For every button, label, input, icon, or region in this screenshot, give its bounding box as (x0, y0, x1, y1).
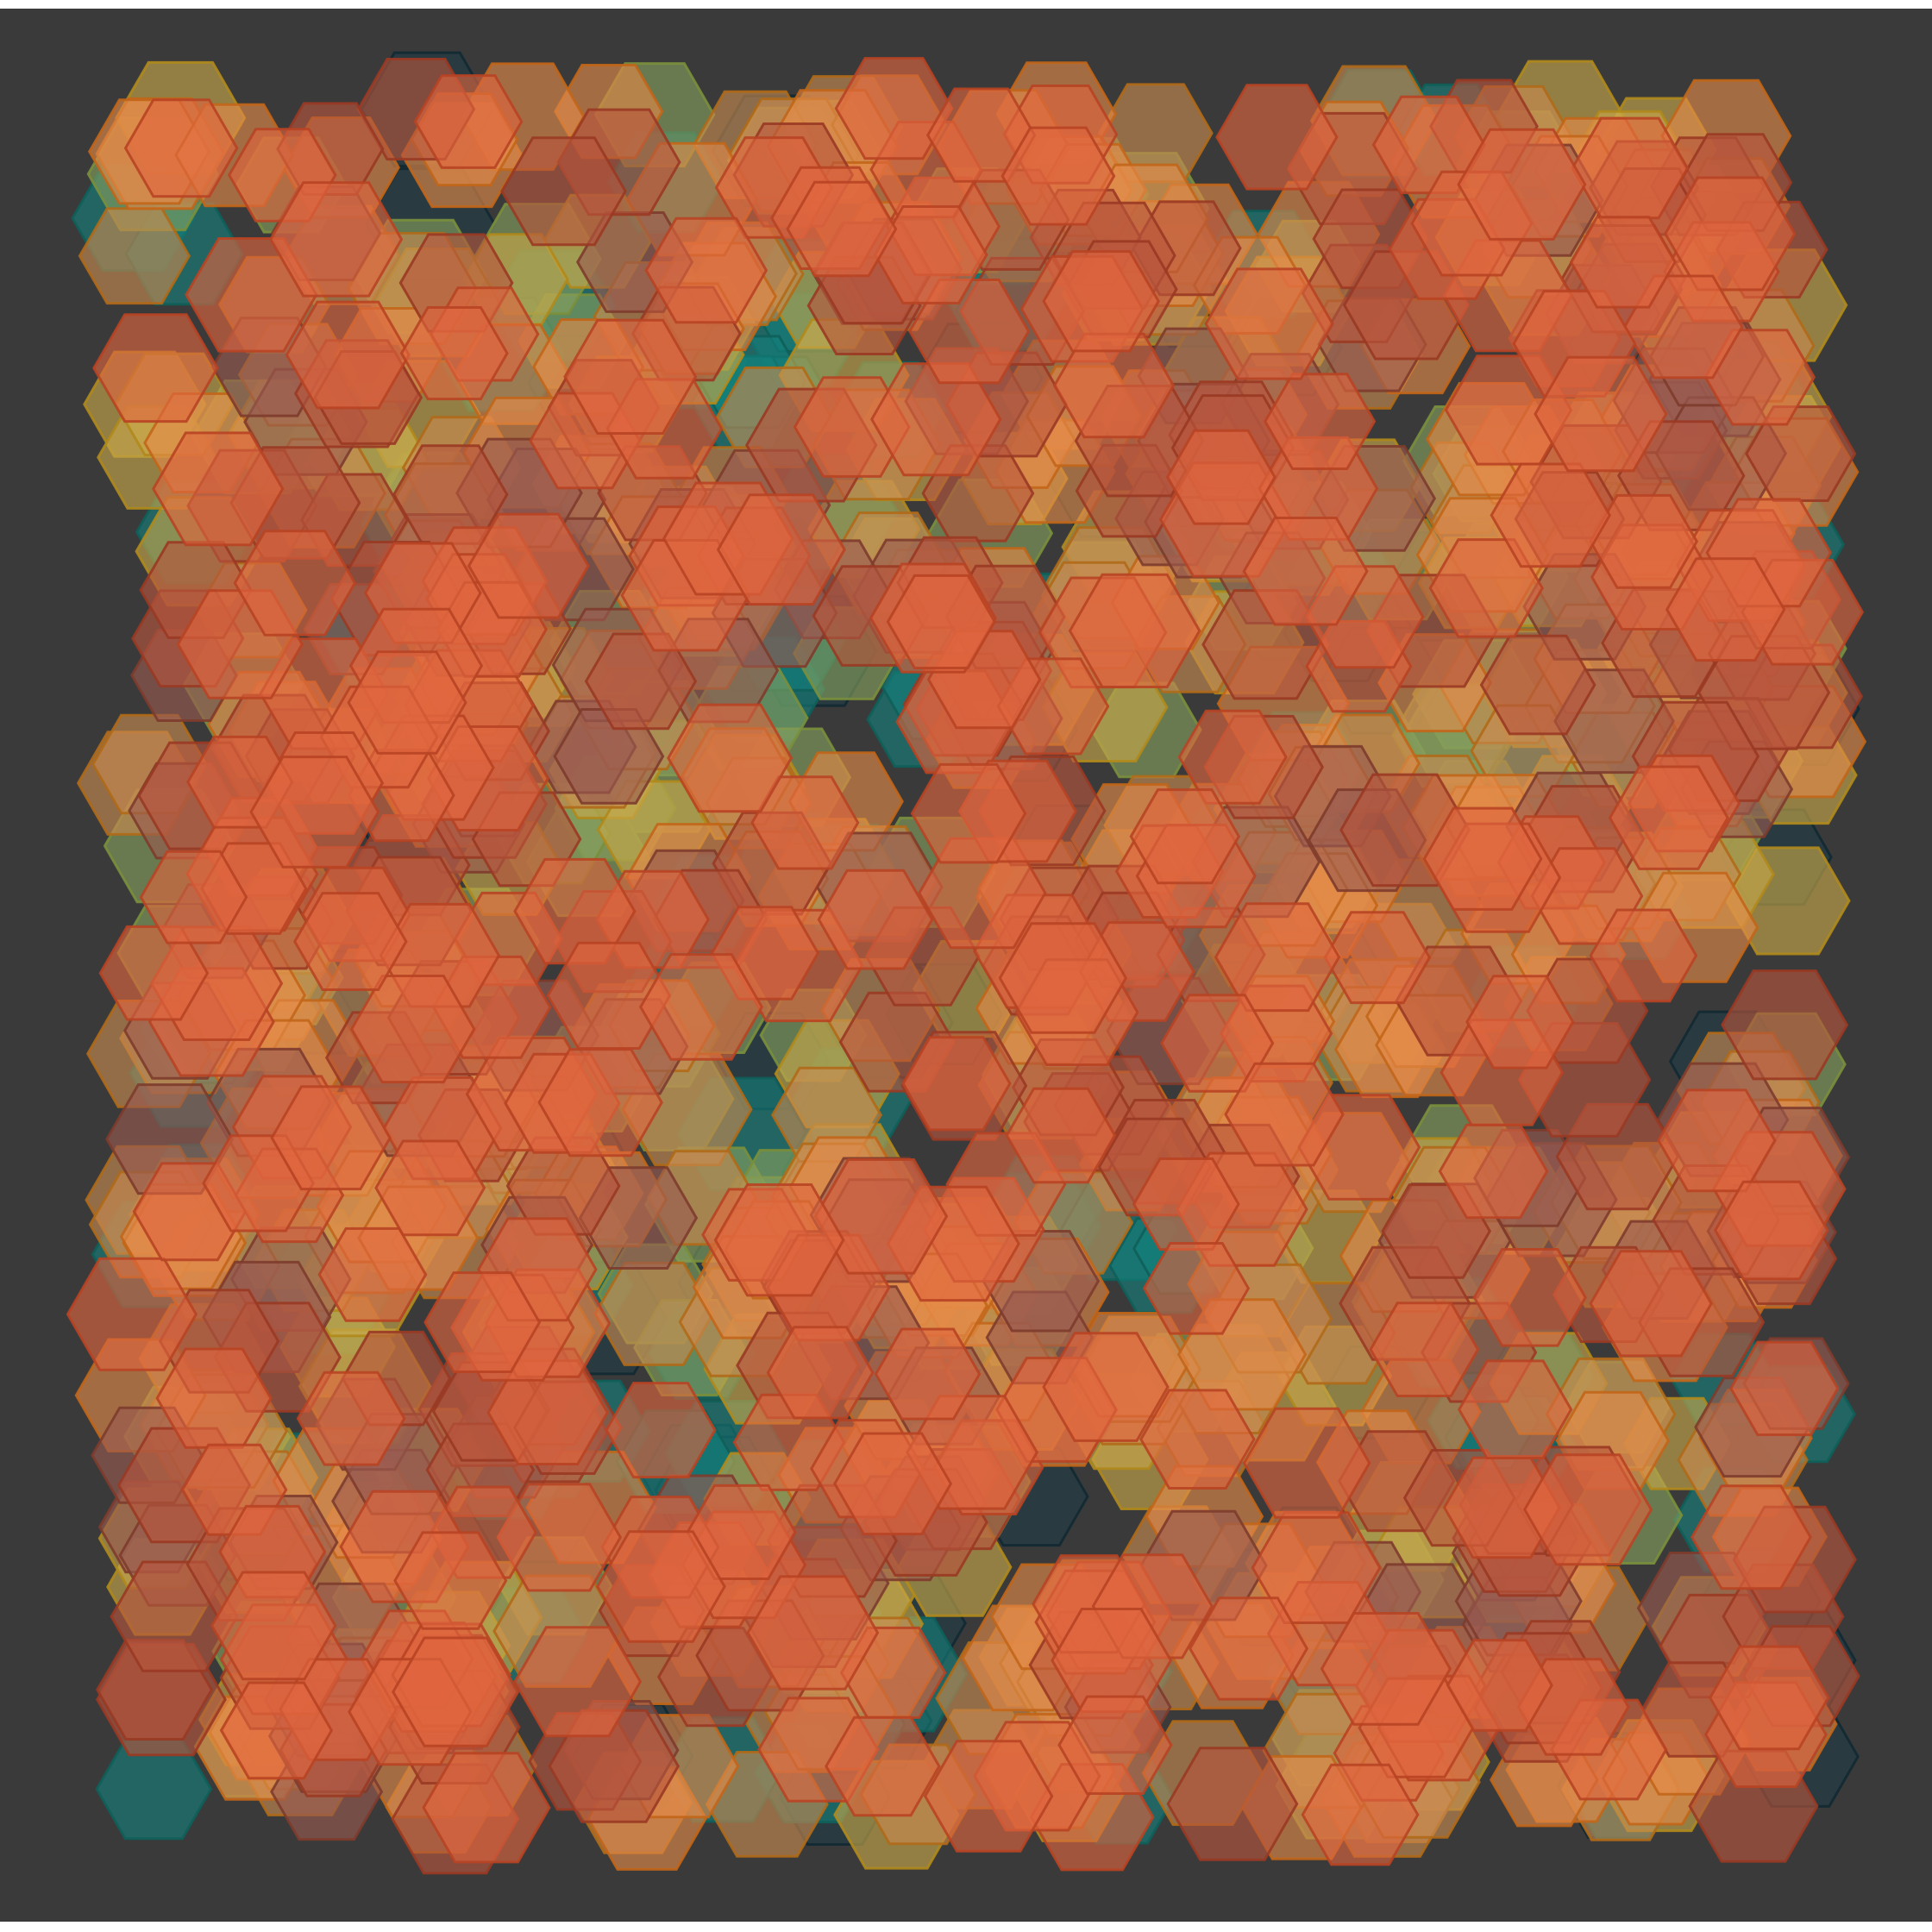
hexagon-coral (786, 180, 898, 278)
hexagon-coral (910, 762, 1027, 864)
hexagon-coral (347, 650, 467, 755)
hexagon-coral (1000, 126, 1116, 226)
hexagon-coral (92, 313, 219, 423)
hexagon-coral (1215, 84, 1339, 191)
hexagon-coral (349, 975, 476, 1084)
hexagon-coral (901, 1036, 1012, 1132)
hexagon-coral (766, 1326, 875, 1420)
hexagon-coral (1264, 373, 1377, 470)
hexagon-coral (1472, 1248, 1587, 1347)
hexagon-coral (713, 1183, 845, 1297)
hexagon-coral (1188, 1596, 1309, 1701)
hexagon-brick (1745, 405, 1857, 502)
hexagon-coral (1005, 1087, 1117, 1184)
hexagon-coral (537, 1048, 663, 1157)
hexagon-coral (1465, 975, 1575, 1070)
hexagon-coral (605, 1382, 717, 1479)
hexagon-coral (249, 756, 380, 869)
hexagon-coral (746, 1575, 880, 1690)
hexagon-coral (219, 1681, 334, 1780)
hexagon-coral (1589, 1250, 1713, 1358)
hexagon-brick (1166, 1747, 1299, 1861)
hexagon-coral (1714, 1180, 1829, 1281)
hexagon-coral (1589, 908, 1698, 1003)
hexagon-coral (413, 74, 524, 169)
hexagon-coral (834, 57, 954, 160)
hexagon-coral (1369, 1302, 1480, 1397)
hexagon-coral (1665, 557, 1786, 662)
hexagon-coral (1142, 1242, 1251, 1335)
hexagon-coral (233, 530, 357, 637)
hexagon-coral (1708, 1645, 1830, 1751)
hexagon-coral (825, 1716, 941, 1817)
hexagon-coral (1057, 1695, 1173, 1795)
hexagon-coral (1165, 429, 1276, 525)
hexagon-coral (210, 1571, 337, 1681)
hexagon-coral (374, 1139, 486, 1237)
hexagon-coral (1422, 806, 1543, 911)
hexagon-coral (923, 1740, 1054, 1853)
hexagon-coral (1608, 765, 1729, 870)
hexagon-coral (1446, 1639, 1553, 1732)
hexagon-coral (546, 941, 672, 1050)
hexagon-coral (667, 703, 794, 813)
hexagon-coral (833, 1432, 953, 1536)
hexagon-coral (1301, 1763, 1420, 1866)
hexagon-coral (292, 892, 408, 991)
hexagon-coral (1242, 1407, 1371, 1519)
hexagon-coral (596, 1530, 726, 1643)
hexagon-coral (1690, 1484, 1812, 1590)
hexagon-coral (423, 1271, 542, 1373)
hexagon-brick (548, 1709, 681, 1823)
hexagon-coral (908, 279, 1031, 385)
hexagon-brick (500, 136, 627, 247)
hexagon-coral (1534, 355, 1668, 473)
hexagon-coral (886, 574, 996, 669)
hexagon-coral (152, 431, 285, 547)
hexagon-coral (296, 1371, 406, 1466)
hexagon-coral (123, 98, 239, 198)
hexagon-coral (638, 953, 764, 1061)
hexagon-brick (1721, 969, 1849, 1081)
hexagon-coral (513, 1626, 643, 1738)
hexagon-coral (1204, 267, 1334, 380)
hexagon-coral (1457, 1359, 1573, 1459)
hexagon-coral (1729, 1340, 1840, 1436)
hexagon-coral (1224, 1062, 1345, 1167)
art-canvas (0, 9, 1932, 1922)
hexagon-coral (392, 1636, 520, 1747)
hexagon-coral (285, 300, 411, 410)
hexagon-coral (1457, 128, 1587, 241)
hexagon-coral (817, 869, 934, 970)
hexagon-coral (422, 1752, 551, 1864)
hexagon-coral (1242, 517, 1369, 626)
hexagon-coral (393, 1531, 508, 1630)
hexagon-coral (269, 181, 404, 298)
hexagon-coral (1129, 788, 1241, 885)
hexagon-coral (1569, 216, 1677, 309)
hexagon-coral (1068, 573, 1201, 688)
hexagon-coral (1177, 709, 1288, 805)
hexagon-mosaic (66, 51, 1867, 1875)
hexagon-coral (139, 850, 248, 944)
hexagon-coral (1042, 250, 1160, 353)
hexagon-coral (1320, 1612, 1452, 1726)
hexagon-coral (467, 512, 590, 619)
hexagon-coral (270, 1085, 392, 1191)
hexagon-brick (1479, 634, 1596, 736)
hexagon-coral (399, 306, 509, 401)
hexagon-coral (1052, 332, 1176, 439)
hexagon-coral (563, 318, 698, 435)
hexagon-coral (750, 775, 860, 870)
hexagon-coral (1042, 1332, 1170, 1442)
hexagon-coral (1522, 1453, 1653, 1566)
hexagon-coral (874, 1327, 982, 1421)
hexagon-coral (644, 216, 768, 324)
hexagon-coral (1139, 1389, 1256, 1490)
hexagon-coral (1214, 902, 1341, 1013)
hexagon-coral (998, 922, 1128, 1034)
hexagon-coral (1664, 176, 1797, 292)
hexagon-coral (716, 493, 846, 606)
